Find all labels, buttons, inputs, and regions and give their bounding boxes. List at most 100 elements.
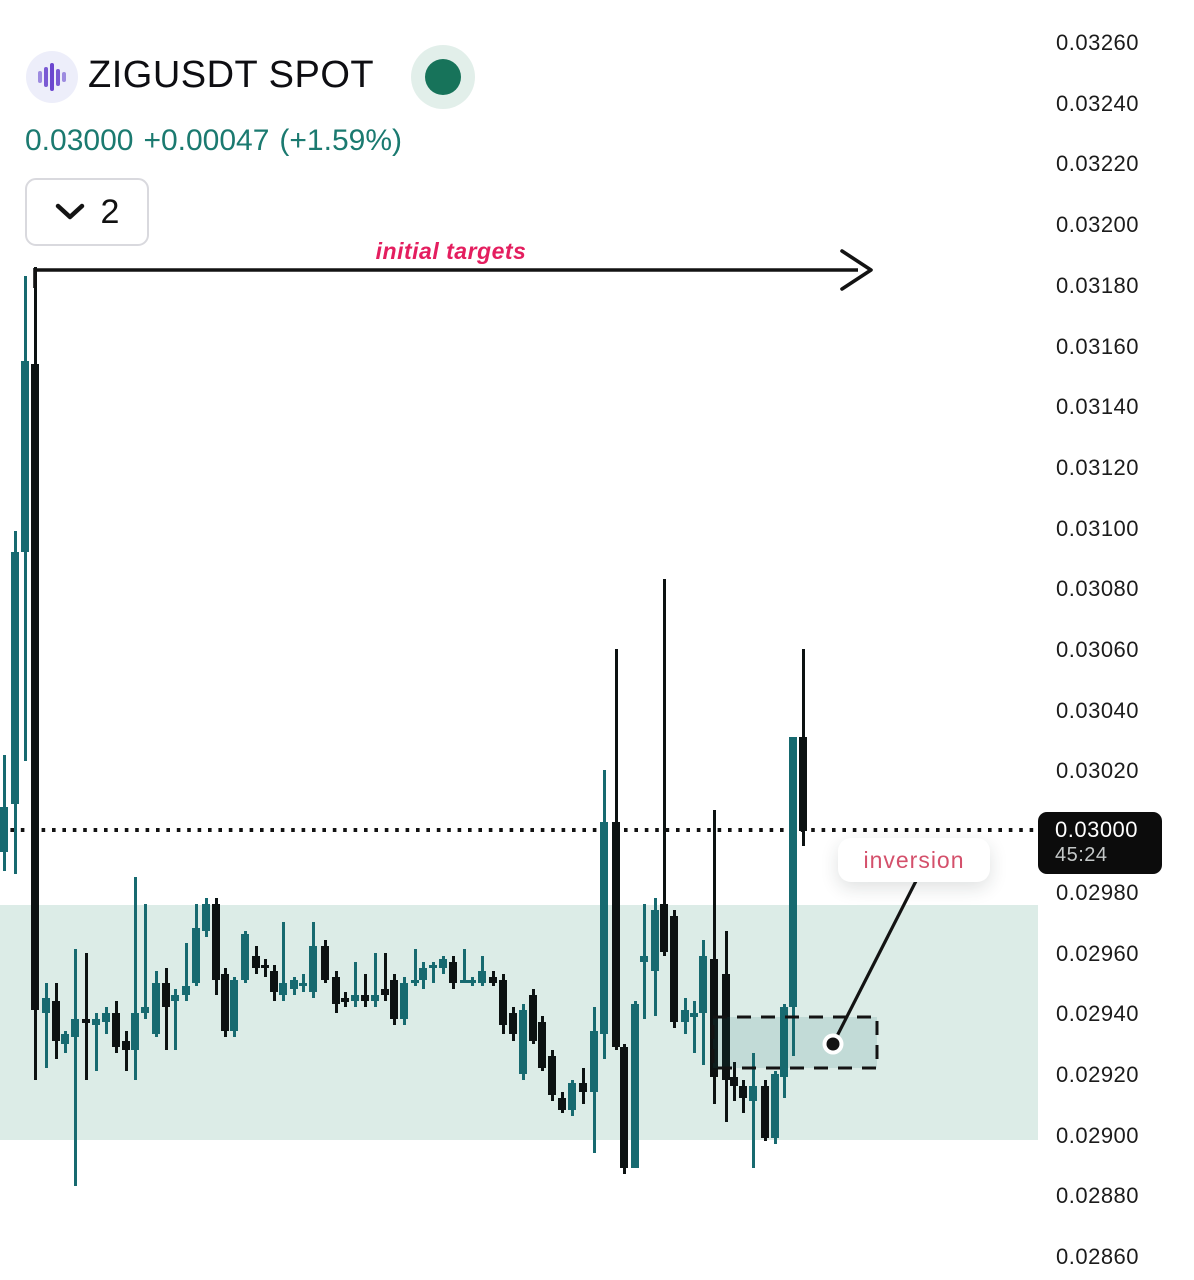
candle-body-up <box>279 982 287 995</box>
market-status-indicator <box>411 45 475 109</box>
candle-body-down <box>52 1001 60 1041</box>
candle-body-up <box>241 934 249 980</box>
candle-body-up <box>640 955 648 962</box>
candlestick-canvas[interactable] <box>0 0 1038 1280</box>
candle-body-down <box>321 946 329 980</box>
candle-body-up <box>789 737 797 1008</box>
symbol-logo-icon[interactable] <box>26 51 78 103</box>
price-axis-label: 0.03060 <box>1056 637 1140 662</box>
candle-body-up <box>92 1019 100 1026</box>
logo-bar <box>50 63 54 91</box>
candle-body-up <box>468 979 476 984</box>
candle-body-up <box>699 955 707 1014</box>
candle-body-up <box>42 998 50 1014</box>
candle-body-down <box>579 1083 587 1093</box>
candle-body-down <box>122 1040 130 1050</box>
candle-body-up <box>749 1086 757 1102</box>
candle-wick <box>44 982 48 1068</box>
candle-body-up <box>290 979 298 989</box>
candle-body-down <box>799 737 807 832</box>
logo-bar <box>38 71 42 83</box>
candle-body-up <box>439 958 447 968</box>
candle-body-down <box>390 979 398 1020</box>
candle-body-up <box>590 1031 598 1093</box>
candle-body-up <box>11 551 19 804</box>
price-axis-label: 0.02900 <box>1056 1122 1140 1148</box>
candle-body-down <box>739 1086 747 1099</box>
price-axis-label: 0.02960 <box>1056 940 1140 966</box>
price-axis-label: 0.02880 <box>1056 1183 1140 1209</box>
candle-body-down <box>212 903 220 980</box>
candle-body-up <box>478 970 486 983</box>
chevron-down-icon <box>55 203 84 220</box>
candle-wick <box>164 967 168 1050</box>
candle-body-down <box>361 994 369 1002</box>
candle-wick <box>712 809 716 1105</box>
candle-body-down <box>252 955 260 968</box>
price-summary: 0.03000 +0.00047 (+1.59%) <box>25 124 412 158</box>
inversion-callout-text: inversion <box>863 846 965 873</box>
current-price-badge: 0.03000 45:24 <box>1038 812 1162 874</box>
price-axis-label: 0.03140 <box>1056 394 1140 420</box>
candle-body-up <box>309 946 317 992</box>
candle-body-down <box>670 916 678 1023</box>
candle-wick <box>133 876 137 1080</box>
candle-body-up <box>141 1007 149 1014</box>
candle-body-down <box>112 1013 120 1047</box>
symbol-title: ZIGUSDT SPOT <box>88 54 375 96</box>
logo-bar <box>44 67 48 87</box>
candle-body-up <box>771 1073 779 1138</box>
candle-body-up <box>152 982 160 1035</box>
candle-wick <box>662 579 666 956</box>
candle-body-up <box>202 903 210 932</box>
candle-body-up <box>299 982 307 987</box>
candle-body-down <box>761 1086 769 1138</box>
candle-body-up <box>102 1013 110 1023</box>
candle-body-down <box>558 1098 566 1111</box>
candle-body-up <box>631 1004 639 1168</box>
initial-targets-label[interactable]: initial targets <box>375 238 527 264</box>
candle-body-up <box>131 1013 139 1050</box>
price-axis-label: 0.03020 <box>1056 758 1140 784</box>
candle-body-up <box>71 1019 79 1038</box>
candle-body-down <box>449 961 457 983</box>
candle-wick <box>281 922 285 1002</box>
candle-body-down <box>341 998 349 1002</box>
candle-wick <box>73 949 77 1187</box>
candle-body-up <box>690 1013 698 1017</box>
candle-body-up <box>460 979 468 984</box>
candle-body-down <box>612 821 620 1047</box>
candle-wick <box>353 961 357 1008</box>
candle-body-down <box>538 1022 546 1068</box>
candle-body-up <box>568 1083 576 1111</box>
candle-body-down <box>660 903 668 953</box>
inversion-callout[interactable]: inversion <box>838 838 990 882</box>
price-change: +0.00047 <box>143 124 270 157</box>
candle-body-down <box>489 976 497 983</box>
timeframe-dropdown[interactable]: 2 <box>25 178 149 246</box>
candle-wick <box>84 952 88 1080</box>
price-axis-label: 0.03240 <box>1056 90 1140 116</box>
candle-wick <box>184 943 188 1002</box>
price-axis-label: 0.03220 <box>1056 151 1140 177</box>
price-axis-label: 0.03200 <box>1056 212 1140 238</box>
price-axis-label: 0.02980 <box>1056 879 1140 905</box>
candle-body-up <box>419 967 427 980</box>
candle-body-up <box>230 979 238 1032</box>
current-price-value: 0.03000 <box>1055 817 1139 842</box>
candle-wick <box>373 952 377 1008</box>
candle-body-up <box>429 964 437 969</box>
candle-body-down <box>722 973 730 1080</box>
candle-body-down <box>82 1019 90 1023</box>
candle-wick <box>143 903 147 1020</box>
candle-body-up <box>780 1007 788 1077</box>
candle-body-up <box>61 1034 69 1044</box>
candle-body-up <box>651 910 659 971</box>
candle-body-down <box>162 982 170 1008</box>
candle-body-down <box>509 1013 517 1035</box>
candle-body-up <box>192 928 200 983</box>
logo-bar <box>62 72 66 82</box>
candle-body-down <box>710 958 718 1077</box>
candle-body-down <box>221 973 229 1032</box>
candle-wick <box>751 1052 755 1168</box>
